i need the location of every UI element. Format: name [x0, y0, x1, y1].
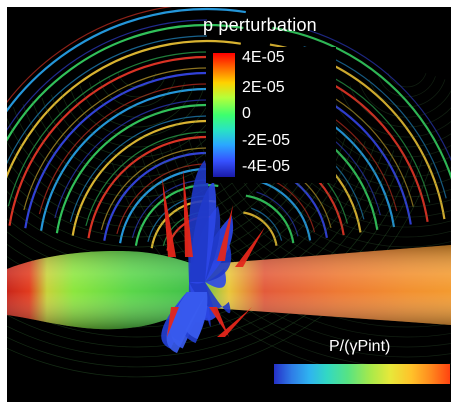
wave-contour [116, 163, 208, 235]
perturbation-tick: 2E-05 [242, 79, 285, 96]
perturbation-color-bar [213, 53, 235, 177]
pressure-legend-ticks: 0.68 0.69 0.7 0.71 0.72 [243, 383, 459, 405]
wave-contour [368, 79, 446, 108]
wave-contour [7, 7, 246, 113]
pressure-legend-title: P/(γPint) [329, 338, 391, 355]
vortex-blade [209, 307, 229, 337]
vortex-blade [188, 160, 209, 282]
vortex-blade [235, 227, 265, 267]
wave-contour [40, 88, 234, 231]
flow-visualization [7, 7, 451, 378]
vortex-blade [162, 177, 176, 257]
render-frame: 4E-05 2E-05 0 -2E-05 -4E-05 p perturbati… [7, 7, 451, 402]
pressure-color-bar [274, 364, 450, 384]
wave-contour [245, 194, 295, 244]
wave-contour [103, 151, 224, 241]
wave-contour [108, 76, 166, 98]
wave-contour [7, 7, 173, 103]
jet-column [7, 245, 451, 330]
wave-contour [71, 119, 229, 236]
wave-contour [8, 55, 239, 226]
wave-contour [387, 73, 427, 88]
perturbation-tick: 0 [242, 105, 251, 122]
wave-contour [330, 91, 451, 148]
wave-contour [340, 88, 451, 138]
wave-contour [87, 135, 226, 239]
wave-contour [85, 131, 208, 227]
vortex-blade [189, 282, 231, 314]
wave-contour [60, 91, 214, 148]
wave-contour [272, 26, 451, 180]
pressure-tick: 0.71 [367, 383, 401, 402]
wave-contour [70, 88, 204, 138]
vortex-blade [166, 292, 207, 354]
wave-contour [79, 85, 195, 128]
wave-contour [7, 19, 208, 131]
vortex-blade [167, 307, 179, 337]
wave-contour [7, 51, 208, 207]
wave-contour [23, 67, 208, 211]
wave-contour [55, 103, 231, 234]
wave-contour [7, 153, 404, 348]
vortex-blade [217, 205, 233, 261]
wave-contour [243, 211, 278, 246]
wave-contour [321, 94, 451, 158]
perturbation-tick: -2E-05 [242, 132, 291, 149]
perturbation-legend-title: p perturbation [203, 15, 317, 35]
wave-contour [69, 115, 208, 223]
pressure-tick: 0.7 [333, 383, 357, 402]
wave-contour [251, 207, 283, 241]
wave-contour [256, 191, 299, 237]
pressure-tick: 0.69 [287, 383, 321, 402]
wave-contour [89, 82, 185, 118]
wave-contour [54, 99, 208, 219]
wave-contour [98, 79, 176, 108]
wave-contour [100, 147, 208, 231]
perturbation-legend: 4E-05 2E-05 0 -2E-05 -4E-05 [206, 47, 336, 183]
wave-contour [7, 39, 241, 179]
wave-contour [38, 83, 208, 215]
wave-contour [7, 35, 208, 165]
pressure-tick: 0.72 [415, 383, 449, 402]
wave-contour [7, 23, 244, 142]
wave-contour [7, 150, 395, 338]
vortex-structures [161, 160, 265, 354]
vortex-blade [183, 169, 193, 257]
wave-contour [359, 82, 451, 118]
wave-contour [308, 29, 451, 162]
wave-contour [117, 73, 157, 88]
perturbation-tick: -4E-05 [242, 158, 291, 175]
vortex-blade [189, 268, 227, 288]
wave-contour [24, 71, 236, 229]
perturbation-tick: 4E-05 [242, 49, 285, 66]
pressure-tick: 0.68 [243, 383, 277, 402]
wave-contour [378, 76, 436, 98]
wave-contour [349, 85, 451, 128]
